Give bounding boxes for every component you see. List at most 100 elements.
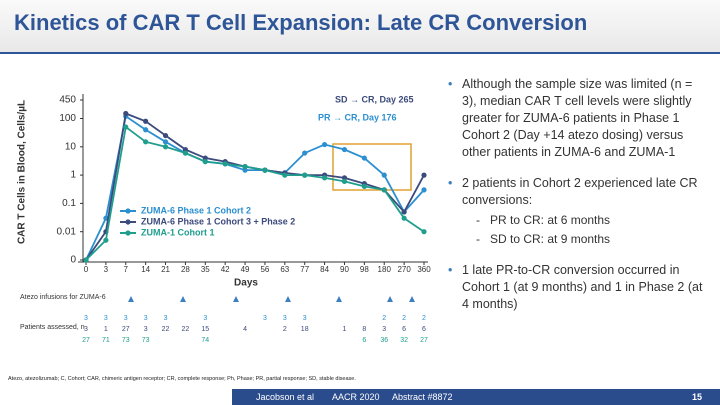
data-point — [103, 237, 109, 243]
data-point — [341, 146, 348, 153]
annotation: PR → CR, Day 176 — [318, 112, 397, 122]
y-tick-label: 10 — [65, 141, 77, 152]
legend-marker — [125, 230, 131, 236]
patients-count: 3 — [283, 315, 287, 322]
patients-count: 3 — [382, 326, 386, 333]
bullet-text: 2 patients in Cohort 2 experienced late … — [462, 176, 698, 207]
footer-meeting: AACR 2020 — [332, 392, 380, 402]
title-bar — [0, 0, 720, 54]
data-point — [83, 257, 89, 263]
data-point — [202, 158, 208, 165]
patients-label: Patients assessed, n — [20, 324, 85, 331]
patients-count: 71 — [102, 337, 110, 344]
patients-count: 1 — [104, 326, 108, 333]
patients-count: 22 — [162, 326, 170, 333]
patients-count: 3 — [144, 326, 148, 333]
sub-bullet: SD to CR: at 9 months — [462, 231, 710, 248]
data-point — [401, 215, 407, 221]
data-point — [321, 175, 328, 181]
data-point — [162, 132, 169, 139]
patients-count: 2 — [382, 315, 386, 322]
patients-count: 73 — [122, 337, 130, 344]
patients-count: 4 — [243, 326, 247, 333]
x-tick-label: 21 — [161, 265, 170, 274]
data-point — [421, 229, 427, 235]
x-tick-label: 42 — [221, 265, 230, 274]
patients-count: 3 — [84, 315, 88, 322]
patients-count: 3 — [124, 315, 128, 322]
data-point — [302, 172, 308, 178]
patients-count: 3 — [203, 315, 207, 322]
x-tick-label: 63 — [280, 265, 289, 274]
x-tick-label: 35 — [201, 265, 210, 274]
patients-count: 3 — [263, 315, 267, 322]
data-point — [242, 163, 248, 170]
series-line — [85, 114, 425, 261]
y-tick-label: 0.01 — [57, 226, 77, 237]
x-tick-label: 14 — [141, 265, 150, 274]
x-tick-label: 0 — [84, 265, 89, 274]
footer-author: Jacobson et al — [256, 392, 315, 402]
x-tick-label: 90 — [340, 265, 349, 274]
bullet-text: Although the sample size was limited (n … — [462, 77, 693, 159]
x-tick-label: 270 — [397, 265, 411, 274]
chart: CAR T Cells in Blood, Cells/µL Days Atez… — [17, 94, 431, 344]
patients-count: 74 — [201, 337, 209, 344]
y-tick-label: 100 — [59, 113, 76, 124]
legend-label: ZUMA-6 Phase 1 Cohort 3 + Phase 2 — [141, 216, 295, 226]
bullet: Although the sample size was limited (n … — [448, 76, 710, 161]
data-point — [361, 183, 367, 189]
patients-count: 22 — [182, 326, 190, 333]
patients-count: 2 — [402, 315, 406, 322]
sub-bullet: PR to CR: at 6 months — [462, 212, 710, 229]
patients-count: 2 — [283, 326, 287, 333]
y-tick-label: 0 — [70, 255, 76, 266]
patients-count: 32 — [400, 337, 408, 344]
patients-count: 27 — [122, 326, 130, 333]
x-tick-label: 180 — [378, 265, 392, 274]
patients-count: 3 — [84, 326, 88, 333]
patients-count: 3 — [104, 315, 108, 322]
data-point — [282, 172, 288, 178]
x-tick-label: 56 — [260, 265, 269, 274]
data-point — [341, 178, 348, 184]
page-number: 15 — [692, 392, 703, 402]
x-axis-title: Days — [234, 278, 258, 289]
bullet: 1 late PR-to-CR conversion occurred in C… — [448, 262, 710, 313]
data-point — [381, 172, 387, 178]
data-point — [162, 139, 169, 145]
annotation: SD → CR, Day 265 — [335, 94, 414, 104]
patients-count: 6 — [362, 337, 366, 344]
x-tick-label: 360 — [417, 265, 431, 274]
data-point — [162, 144, 169, 150]
data-point — [143, 118, 149, 124]
slide-title: Kinetics of CAR T Cell Expansion: Late C… — [14, 10, 588, 35]
x-tick-label: 77 — [300, 265, 309, 274]
patients-count: 3 — [144, 315, 148, 322]
y-axis-title: CAR T Cells in Blood, Cells/µL — [17, 100, 28, 244]
footer-abstract: Abstract #8872 — [392, 392, 453, 402]
x-tick-label: 3 — [104, 265, 109, 274]
patients-count: 8 — [362, 326, 366, 333]
patients-count: 3 — [164, 315, 168, 322]
patients-count: 1 — [343, 326, 347, 333]
footer: Jacobson et al AACR 2020 Abstract #8872 … — [232, 389, 720, 405]
legend-marker — [125, 208, 131, 214]
data-point — [143, 127, 149, 133]
patients-count: 36 — [380, 337, 388, 344]
data-point — [123, 110, 129, 117]
data-point — [222, 161, 228, 167]
patients-count: 73 — [142, 337, 150, 344]
legend-marker — [125, 219, 131, 225]
patients-count: 18 — [301, 326, 309, 333]
data-point — [321, 141, 328, 148]
data-point — [421, 172, 427, 178]
x-tick-label: 98 — [360, 265, 369, 274]
abbreviations: Atezo, atezolizumab; C, Cohort; CAR, chi… — [8, 376, 356, 382]
legend-label: ZUMA-6 Phase 1 Cohort 2 — [141, 205, 251, 215]
x-tick-label: 49 — [241, 265, 250, 274]
data-point — [361, 155, 367, 161]
data-point — [123, 124, 129, 130]
atezo-arrows — [128, 296, 415, 314]
data-point — [401, 209, 407, 215]
